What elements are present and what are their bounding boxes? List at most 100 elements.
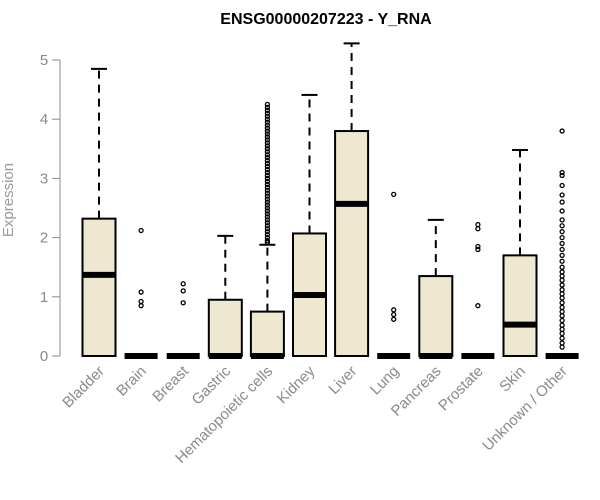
outlier-point: [559, 340, 565, 346]
outlier-point: [559, 172, 565, 179]
outlier-point: [264, 125, 271, 131]
y-axis-label: Expression: [0, 163, 17, 237]
outlier-point: [391, 307, 397, 313]
outlier-point: [559, 169, 565, 176]
outlier-point: [180, 288, 186, 294]
box-group: [418, 218, 454, 359]
outlier-point: [559, 273, 565, 279]
outlier-point: [559, 246, 565, 253]
outlier-point: [559, 344, 565, 350]
outlier-point: [264, 155, 271, 161]
outlier-point: [264, 193, 271, 199]
outlier-point: [264, 146, 271, 152]
outlier-point: [264, 152, 271, 158]
outlier-point: [264, 205, 271, 211]
outlier-point: [264, 113, 271, 119]
outlier-point: [559, 287, 565, 293]
y-axis-ticks: 0 1 2 3 4 5: [40, 52, 60, 365]
outlier-point: [559, 308, 565, 315]
outlier-point: [264, 187, 271, 193]
outlier-point: [475, 226, 481, 232]
outlier-point: [264, 166, 271, 173]
outlier-point: [559, 223, 565, 229]
outlier-point: [559, 199, 565, 205]
box-iqr: [502, 254, 538, 357]
outlier-point: [264, 172, 271, 179]
boxplot-boxes: [81, 42, 579, 359]
outlier-point: [559, 264, 565, 270]
outlier-point: [264, 239, 271, 245]
outlier-point: [475, 221, 481, 228]
outlier-point: [264, 119, 271, 125]
outlier-point: [264, 214, 271, 220]
outlier-point: [264, 160, 271, 167]
box-group: [207, 234, 243, 359]
outlier-point: [559, 330, 565, 337]
outlier-point: [180, 281, 186, 287]
outlier-point: [264, 231, 271, 238]
outlier-point: [559, 291, 565, 297]
outlier-point: [264, 217, 271, 223]
outlier-point: [559, 229, 565, 235]
box-group: [334, 42, 370, 357]
outlier-point: [264, 122, 271, 128]
outlier-point: [475, 246, 481, 253]
box-group: [249, 101, 285, 359]
outlier-point: [559, 304, 565, 311]
outlier-point: [264, 104, 271, 111]
outlier-point: [264, 199, 271, 205]
x-tick-label: Skin: [496, 363, 529, 396]
outlier-point: [559, 300, 565, 306]
outlier-point: [391, 311, 397, 318]
box-group: [166, 281, 200, 359]
outlier-point: [264, 226, 271, 232]
outlier-point: [264, 169, 271, 176]
outlier-point: [264, 181, 271, 187]
y-tick-label: 1: [40, 289, 48, 306]
outlier-point: [264, 178, 271, 185]
box-iqr: [249, 310, 285, 358]
x-tick-label: Lung: [367, 363, 403, 399]
box-iqr: [81, 217, 117, 357]
outlier-point: [559, 234, 565, 241]
y-tick-label: 5: [40, 52, 48, 69]
box-iqr: [334, 130, 370, 357]
outlier-point: [264, 107, 271, 113]
outlier-point: [559, 277, 565, 283]
outlier-point: [559, 269, 565, 275]
x-tick-label: Liver: [325, 363, 360, 398]
x-tick-label: Kidney: [274, 362, 319, 407]
box-group: [124, 227, 158, 359]
x-tick-label: Brain: [113, 363, 150, 400]
outlier-point: [264, 101, 271, 108]
outlier-point: [559, 217, 565, 223]
outlier-point: [180, 300, 186, 306]
outlier-point: [264, 143, 271, 149]
x-tick-label: Bladder: [59, 363, 108, 412]
outlier-point: [264, 163, 271, 170]
outlier-point: [559, 317, 565, 324]
outlier-point: [264, 208, 271, 214]
outlier-point: [559, 182, 565, 189]
outlier-point: [559, 128, 565, 134]
box-group: [81, 67, 117, 357]
outlier-point: [559, 322, 565, 328]
box-iqr: [418, 275, 454, 357]
outlier-point: [559, 258, 565, 264]
outlier-point: [138, 303, 144, 309]
outlier-point: [264, 157, 271, 164]
outlier-point: [264, 149, 271, 155]
outlier-point: [264, 110, 271, 116]
outlier-point: [559, 313, 565, 319]
outlier-point: [559, 295, 565, 301]
box-group: [545, 128, 579, 359]
outlier-point: [391, 316, 397, 322]
outlier-point: [559, 282, 565, 288]
outlier-point: [264, 175, 271, 182]
outlier-point: [559, 240, 565, 247]
outlier-point: [138, 298, 144, 305]
outlier-point: [475, 243, 481, 250]
outlier-point: [264, 211, 271, 217]
box-group: [461, 221, 495, 359]
